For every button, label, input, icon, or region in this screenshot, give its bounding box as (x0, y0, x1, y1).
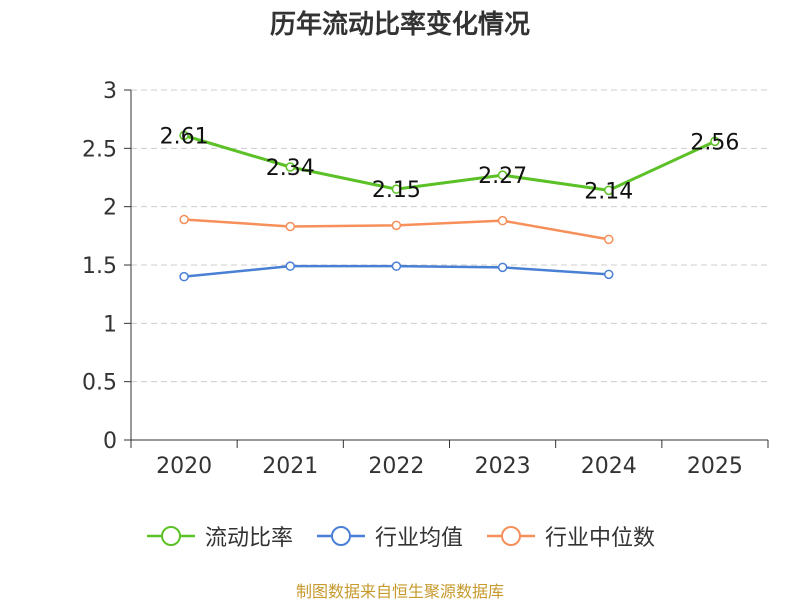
data-point (391, 184, 402, 194)
y-tick-label: 2.5 (82, 137, 117, 162)
x-tick-label: 2024 (581, 454, 637, 479)
data-point (604, 234, 614, 245)
legend: 流动比率 行业均值 行业中位数 (0, 520, 800, 552)
legend-line-icon (316, 526, 365, 546)
data-point (285, 221, 295, 232)
source-note: 制图数据来自恒生聚源数据库 (295, 582, 504, 601)
data-point (604, 269, 614, 280)
y-tick-label: 1.5 (82, 254, 117, 279)
legend-item[interactable]: 流动比率 (145, 520, 293, 552)
legend-line-icon (146, 526, 195, 546)
data-label: 2.15 (372, 178, 421, 203)
data-point (285, 162, 295, 172)
legend-marker (160, 526, 181, 546)
data-label: 2.56 (690, 130, 739, 155)
data-label: 2.34 (266, 156, 315, 181)
data-label: 2.14 (584, 179, 633, 204)
legend-marker (330, 526, 351, 546)
data-point (497, 170, 508, 180)
x-tick-label: 2021 (262, 454, 318, 479)
chart-title: 历年流动比率变化情况 (269, 10, 530, 40)
data-point (391, 261, 402, 271)
data-point (179, 271, 189, 282)
legend-item[interactable]: 行业均值 (315, 520, 463, 552)
x-tick-label: 2020 (156, 454, 212, 479)
data-point (604, 185, 614, 196)
y-tick-label: 1 (103, 312, 117, 337)
legend-label: 流动比率 (204, 526, 293, 551)
data-point (391, 220, 402, 231)
x-tick-label: 2025 (687, 454, 743, 479)
data-point (179, 130, 189, 141)
data-point (179, 214, 189, 225)
legend-item[interactable]: 行业中位数 (485, 520, 655, 552)
y-tick-label: 0 (103, 429, 117, 454)
series-line-0 (183, 134, 716, 192)
legend-marker (501, 526, 521, 546)
data-label: 2.61 (160, 125, 209, 150)
legend-label: 行业中位数 (545, 526, 656, 551)
data-point (497, 262, 508, 273)
y-tick-label: 2 (103, 196, 117, 221)
y-tick-label: 3 (103, 79, 117, 104)
data-point (710, 136, 720, 147)
x-tick-label: 2023 (475, 454, 531, 479)
data-point (497, 215, 508, 226)
data-label: 2.27 (478, 164, 527, 189)
x-tick-label: 2022 (368, 454, 424, 479)
legend-label: 行业均值 (374, 526, 463, 551)
legend-line-icon (487, 526, 535, 546)
data-point (285, 261, 295, 271)
y-tick-label: 0.5 (82, 371, 117, 396)
